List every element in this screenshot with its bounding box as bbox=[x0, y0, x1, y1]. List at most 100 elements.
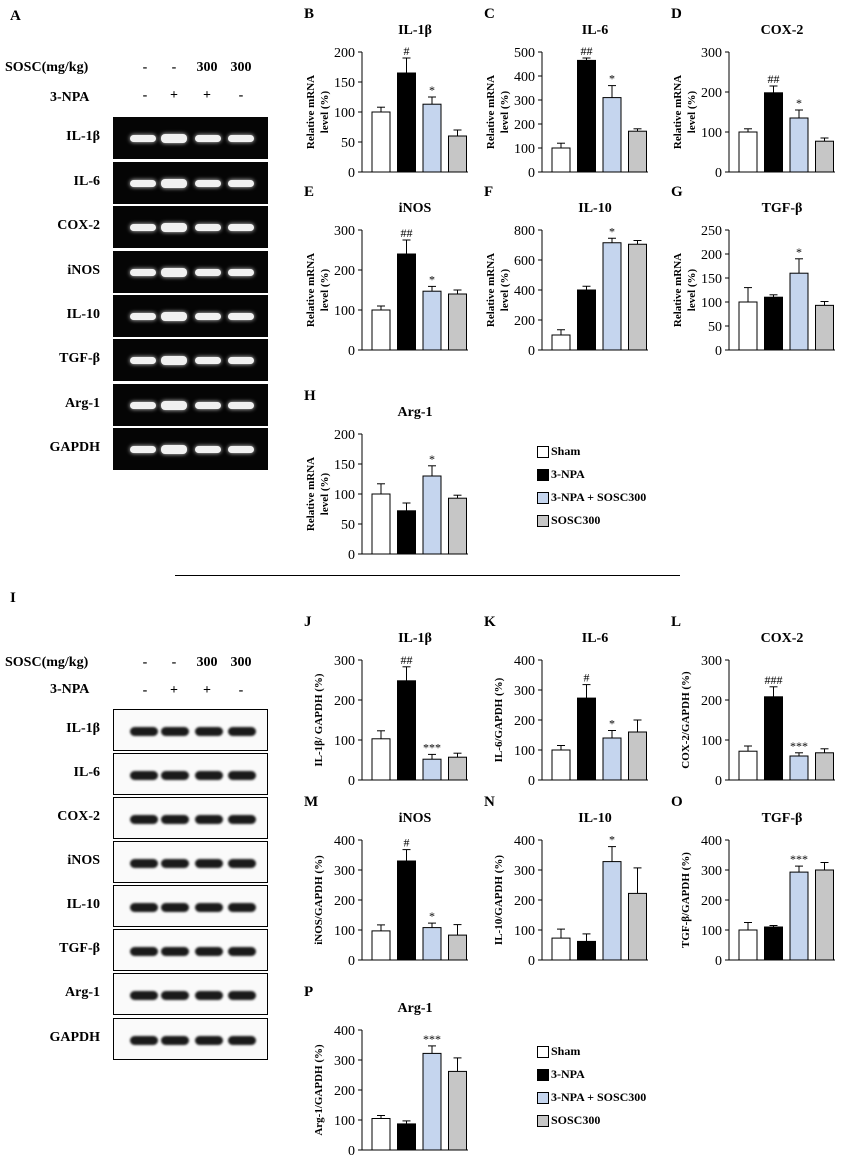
y-tick-label: 200 bbox=[334, 894, 355, 909]
significance-marker: * bbox=[609, 833, 615, 847]
western-band bbox=[195, 858, 223, 868]
significance-marker: *** bbox=[790, 739, 808, 753]
y-axis-label: Relative mRNA bbox=[305, 457, 317, 531]
y-tick-label: 0 bbox=[348, 774, 355, 789]
y-tick-label: 100 bbox=[514, 924, 535, 939]
western-blot-row bbox=[113, 1018, 268, 1060]
panel-label: C bbox=[484, 6, 495, 22]
bar bbox=[371, 111, 391, 173]
western-band bbox=[195, 946, 223, 956]
panel-label: H bbox=[304, 388, 316, 404]
sosc-dose-label: SOSC(mg/kg) bbox=[5, 60, 89, 75]
bar bbox=[815, 869, 834, 961]
gel-band bbox=[195, 312, 221, 320]
y-tick-label: 100 bbox=[334, 734, 355, 749]
gel-band bbox=[161, 222, 187, 232]
legend-label: SOSC300 bbox=[551, 1113, 601, 1127]
gel-row-label: IL-1β bbox=[66, 129, 100, 144]
western-band bbox=[228, 990, 256, 1000]
gel-band bbox=[228, 356, 254, 364]
bar bbox=[789, 117, 809, 173]
panel-label: B bbox=[304, 6, 314, 22]
bar bbox=[371, 493, 391, 555]
chart-title: TGF-β bbox=[762, 201, 803, 216]
sosc-value: - bbox=[171, 60, 177, 75]
significance-marker: ### bbox=[765, 673, 783, 687]
y-tick-label: 100 bbox=[334, 1114, 355, 1129]
western-band bbox=[228, 726, 256, 736]
chart-title: Arg-1 bbox=[398, 405, 433, 420]
legend-swatch-sham bbox=[537, 445, 549, 458]
bar bbox=[577, 697, 596, 781]
legend-item-sham: Sham bbox=[537, 1040, 646, 1063]
gel-band bbox=[228, 401, 254, 409]
western-band bbox=[161, 946, 189, 956]
chart-title: Arg-1 bbox=[398, 1001, 433, 1016]
legend-top: Sham 3-NPA 3-NPA + SOSC300 SOSC300 bbox=[537, 440, 646, 532]
y-tick-label: 200 bbox=[701, 694, 722, 709]
sosc-value: - bbox=[171, 655, 177, 670]
legend-label: 3-NPA bbox=[551, 467, 585, 481]
legend-item-npa: 3-NPA bbox=[537, 463, 646, 486]
gel-band bbox=[195, 356, 221, 364]
legend-item-sosc: SOSC300 bbox=[537, 509, 646, 532]
western-blot-row bbox=[113, 841, 268, 883]
significance-marker: ## bbox=[401, 226, 413, 240]
y-tick-label: 200 bbox=[514, 894, 535, 909]
y-axis-label: level (%) bbox=[686, 90, 698, 133]
bar bbox=[448, 1070, 467, 1151]
y-tick-label: 0 bbox=[715, 344, 722, 359]
panel-label: G bbox=[671, 184, 683, 200]
y-tick-label: 100 bbox=[334, 106, 355, 121]
legend-swatch-sosc bbox=[537, 1114, 549, 1127]
significance-marker: * bbox=[429, 452, 435, 466]
western-blot-row bbox=[113, 753, 268, 795]
gel-band bbox=[161, 133, 187, 143]
gel-band bbox=[130, 312, 156, 320]
y-tick-label: 200 bbox=[334, 46, 355, 61]
western-band bbox=[161, 814, 189, 824]
y-tick-label: 300 bbox=[701, 46, 722, 61]
bar bbox=[789, 272, 809, 351]
y-tick-label: 100 bbox=[701, 924, 722, 939]
significance-marker: # bbox=[584, 671, 590, 685]
bar bbox=[815, 304, 834, 351]
y-axis-label: Relative mRNA bbox=[305, 253, 317, 327]
bar bbox=[738, 750, 758, 781]
y-tick-label: 250 bbox=[701, 224, 722, 239]
gel-band bbox=[130, 179, 156, 187]
gel-row-label: IL-10 bbox=[66, 307, 100, 322]
western-blot-row bbox=[113, 885, 268, 927]
bar bbox=[551, 334, 571, 351]
bar bbox=[422, 475, 442, 555]
western-band bbox=[130, 990, 158, 1000]
y-axis-label: Relative mRNA bbox=[305, 75, 317, 149]
npa-value: + bbox=[170, 88, 178, 103]
western-blot-row bbox=[113, 973, 268, 1015]
western-blot-row bbox=[113, 709, 268, 751]
y-tick-label: 0 bbox=[528, 954, 535, 969]
gel-band bbox=[130, 445, 156, 453]
y-tick-label: 300 bbox=[701, 654, 722, 669]
gel-band bbox=[130, 401, 156, 409]
npa-value: + bbox=[203, 88, 211, 103]
bar bbox=[764, 926, 783, 961]
bar bbox=[422, 290, 442, 351]
gel-band bbox=[228, 445, 254, 453]
gel-row-label: iNOS bbox=[67, 263, 100, 278]
y-tick-label: 300 bbox=[701, 864, 722, 879]
bar bbox=[815, 752, 834, 781]
significance-marker: *** bbox=[423, 1032, 441, 1046]
bar-chart-f: F IL-10 0 200 400 600 800 Relative mRNA level (%… bbox=[484, 184, 648, 359]
gel-band bbox=[228, 223, 254, 231]
y-tick-label: 0 bbox=[715, 954, 722, 969]
legend-label: 3-NPA + SOSC300 bbox=[551, 1090, 647, 1104]
western-band bbox=[228, 1035, 256, 1045]
gel-image-row bbox=[113, 428, 268, 470]
bar bbox=[448, 934, 467, 961]
western-band bbox=[195, 770, 223, 780]
y-tick-label: 200 bbox=[701, 86, 722, 101]
significance-marker: ## bbox=[768, 72, 780, 86]
bar bbox=[397, 860, 416, 961]
gel-band bbox=[195, 134, 221, 142]
